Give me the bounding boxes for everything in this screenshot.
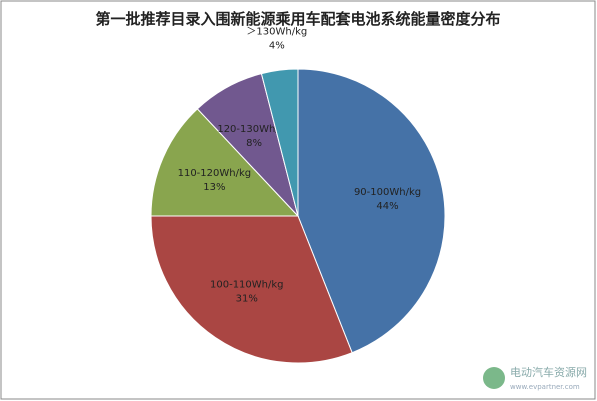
value-label: 44% — [376, 201, 398, 212]
value-label: 4% — [269, 40, 285, 51]
slice-label: 110-120Wh/kg — [178, 168, 252, 179]
slice-label: 120-130Wh/kg — [217, 124, 291, 135]
pie-slice — [150, 215, 353, 364]
pie-slice — [260, 68, 299, 217]
watermark-logo — [483, 367, 505, 389]
chart-title: 第一批推荐目录入围新能源乘用车配套电池系统能量密度分布 — [95, 10, 500, 28]
value-label: 13% — [203, 182, 225, 193]
value-label: 31% — [236, 293, 258, 304]
slice-label: ＞130Wh/kg — [246, 26, 307, 37]
slice-label: 90-100Wh/kg — [354, 187, 421, 198]
watermark-url: www.evpartner.com — [510, 383, 580, 391]
watermark: 电动汽车资源网 — [510, 365, 587, 379]
slice-label: 100-110Wh/kg — [210, 279, 284, 290]
pie-slice — [150, 108, 300, 217]
value-label: 8% — [246, 138, 262, 149]
pie-slice — [297, 68, 446, 354]
